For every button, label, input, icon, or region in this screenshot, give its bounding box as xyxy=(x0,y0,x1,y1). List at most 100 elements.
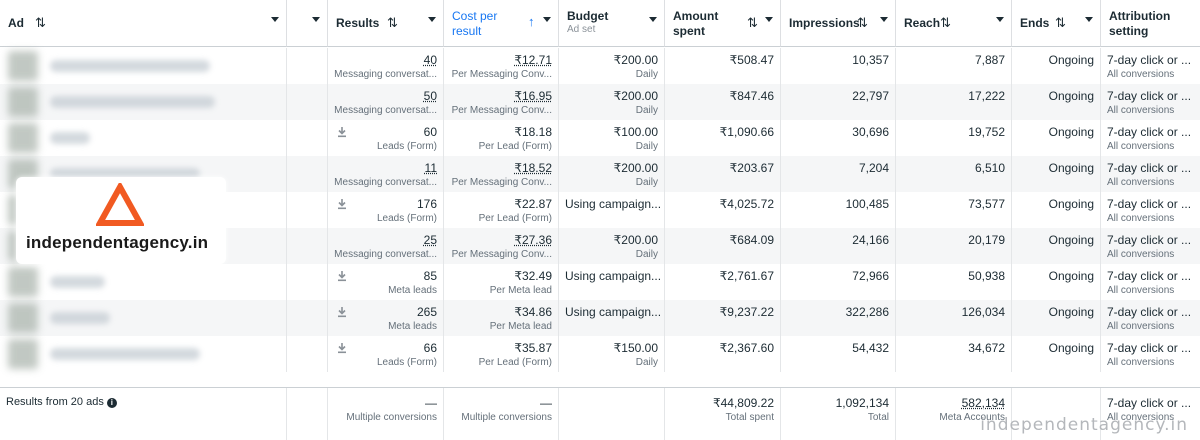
column-header-attr[interactable]: Attribution setting xyxy=(1101,0,1200,47)
cell-reach: 34,672 xyxy=(896,336,1012,372)
cell-budget-value: Using campaign... xyxy=(565,305,661,319)
chevron-down-icon[interactable] xyxy=(543,17,551,22)
sort-toggle-icon[interactable]: ⇅ xyxy=(1055,15,1066,31)
cell-budget: ₹200.00 Daily xyxy=(559,156,665,192)
download-icon[interactable] xyxy=(337,198,347,210)
cell-results-subtext: Messaging conversat... xyxy=(334,69,437,80)
ad-thumbnail[interactable] xyxy=(8,339,38,369)
chevron-down-icon[interactable] xyxy=(271,17,279,22)
cell-attr-subtext: All conversions xyxy=(1107,321,1174,332)
table-row[interactable]: 265 Meta leads ₹34.86 Per Meta lead Using ca… xyxy=(0,300,1200,336)
ad-thumbnail[interactable] xyxy=(8,267,38,297)
column-header-cpr[interactable]: Cost per result ↑ xyxy=(444,0,559,47)
cell-cpr: ₹12.71 Per Messaging Conv... xyxy=(444,48,559,84)
cell-results-value: 85 xyxy=(424,269,437,283)
cell-budget: Using campaign... xyxy=(559,264,665,300)
cell-results-value: 60 xyxy=(424,125,437,139)
chevron-down-icon[interactable] xyxy=(880,17,888,22)
column-title-ends: Ends xyxy=(1020,16,1049,31)
column-header-blank[interactable] xyxy=(287,0,328,47)
cell-budget-subtext: Daily xyxy=(636,105,658,116)
ad-name-redacted[interactable] xyxy=(50,96,215,108)
cell-results-value[interactable]: 25 xyxy=(424,233,437,247)
cell-ends-value: Ongoing xyxy=(1049,125,1094,139)
cell-cpr-value[interactable]: ₹18.52 xyxy=(514,161,552,175)
sort-ascending-icon[interactable]: ↑ xyxy=(528,14,535,29)
column-header-impr[interactable]: Impressions ⇅ xyxy=(781,0,896,47)
cell-cpr-value: ₹22.87 xyxy=(514,197,552,211)
sort-toggle-icon[interactable]: ⇅ xyxy=(387,15,398,31)
footer-reach[interactable]: 582,134 xyxy=(962,396,1005,410)
cell-attr: 7-day click or ... All conversions xyxy=(1101,156,1200,192)
column-title-reach: Reach xyxy=(904,16,940,31)
ad-thumbnail[interactable] xyxy=(8,51,38,81)
cell-blank xyxy=(287,300,328,336)
ad-name-redacted[interactable] xyxy=(50,60,210,72)
chevron-down-icon[interactable] xyxy=(649,17,657,22)
cell-blank xyxy=(287,48,328,84)
download-icon[interactable] xyxy=(337,306,347,318)
column-header-results[interactable]: Results ⇅ xyxy=(328,0,444,47)
ad-name-redacted[interactable] xyxy=(50,348,200,360)
chevron-down-icon[interactable] xyxy=(996,17,1004,22)
cell-cpr-subtext: Per Lead (Form) xyxy=(479,141,552,152)
chevron-down-icon[interactable] xyxy=(428,17,436,22)
download-icon[interactable] xyxy=(337,342,347,354)
sort-toggle-icon[interactable]: ⇅ xyxy=(747,15,758,31)
sort-toggle-icon[interactable]: ⇅ xyxy=(35,15,46,31)
sort-toggle-icon[interactable]: ⇅ xyxy=(857,15,868,31)
ad-thumbnail[interactable] xyxy=(8,303,38,333)
cell-blank xyxy=(287,264,328,300)
cell-cpr-value: ₹34.86 xyxy=(514,305,552,319)
cell-cpr-value[interactable]: ₹16.95 xyxy=(514,89,552,103)
chevron-down-icon[interactable] xyxy=(765,17,773,22)
cell-cpr: ₹34.86 Per Meta lead xyxy=(444,300,559,336)
cell-impr-value: 10,357 xyxy=(852,53,889,67)
watermark-text: independentagency.in xyxy=(980,415,1188,435)
cell-spent: ₹2,761.67 xyxy=(665,264,781,300)
sort-toggle-icon[interactable]: ⇅ xyxy=(940,15,951,31)
cell-results-value[interactable]: 11 xyxy=(425,161,437,175)
triangle-logo-icon xyxy=(96,183,144,227)
cell-attr-subtext: All conversions xyxy=(1107,141,1174,152)
cell-results-subtext: Messaging conversat... xyxy=(334,249,437,260)
ad-thumbnail[interactable] xyxy=(8,87,38,117)
cell-impr: 72,966 xyxy=(781,264,896,300)
chevron-down-icon[interactable] xyxy=(312,17,320,22)
cell-results: 66 Leads (Form) xyxy=(328,336,444,372)
column-header-reach[interactable]: Reach ⇅ xyxy=(896,0,1012,47)
cell-ends-value: Ongoing xyxy=(1049,233,1094,247)
cell-cpr-value[interactable]: ₹27.36 xyxy=(514,233,552,247)
table-row[interactable]: 85 Meta leads ₹32.49 Per Meta lead Using cam… xyxy=(0,264,1200,300)
info-icon[interactable]: i xyxy=(107,398,117,408)
download-icon[interactable] xyxy=(337,270,347,282)
footer-spent-cell: ₹44,809.22 Total spent xyxy=(665,388,781,440)
cell-spent: ₹847.46 xyxy=(665,84,781,120)
chevron-down-icon[interactable] xyxy=(1085,17,1093,22)
ad-name-redacted[interactable] xyxy=(50,312,110,324)
cell-ends-value: Ongoing xyxy=(1049,341,1094,355)
cell-budget-value: ₹200.00 xyxy=(614,53,658,67)
cell-impr-value: 54,432 xyxy=(852,341,889,355)
column-header-ends[interactable]: Ends ⇅ xyxy=(1012,0,1101,47)
column-header-ad[interactable]: Ad ⇅ xyxy=(0,0,287,47)
column-header-budget[interactable]: Budget Ad set xyxy=(559,0,665,47)
download-icon[interactable] xyxy=(337,126,347,138)
table-row[interactable]: 60 Leads (Form) ₹18.18 Per Lead (Form) ₹100.… xyxy=(0,120,1200,156)
cell-results-value[interactable]: 50 xyxy=(424,89,437,103)
ad-name-redacted[interactable] xyxy=(50,276,105,288)
cell-results-value[interactable]: 40 xyxy=(424,53,437,67)
cell-cpr-value[interactable]: ₹12.71 xyxy=(514,53,552,67)
ad-thumbnail[interactable] xyxy=(8,123,38,153)
ad-name-redacted[interactable] xyxy=(50,132,90,144)
cell-reach: 7,887 xyxy=(896,48,1012,84)
cell-impr: 322,286 xyxy=(781,300,896,336)
cell-cpr: ₹35.87 Per Lead (Form) xyxy=(444,336,559,372)
cell-spent-value: ₹847.46 xyxy=(730,89,774,103)
cell-budget-subtext: Daily xyxy=(636,69,658,80)
column-title-budget: Budget xyxy=(567,9,608,24)
cell-spent-value: ₹2,761.67 xyxy=(720,269,774,283)
cell-reach: 20,179 xyxy=(896,228,1012,264)
cell-results-subtext: Leads (Form) xyxy=(377,357,437,368)
column-header-spent[interactable]: Amount spent ⇅ xyxy=(665,0,781,47)
